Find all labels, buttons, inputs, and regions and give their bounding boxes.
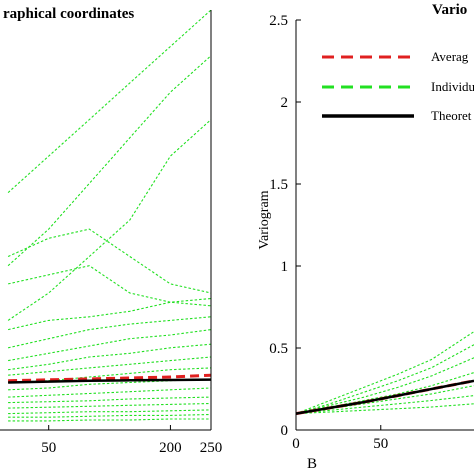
left-series-line-12 bbox=[8, 387, 212, 398]
right-y-tick-label: 1 bbox=[281, 259, 289, 275]
right-series-group bbox=[295, 331, 474, 416]
right-y-tick-label: 2.5 bbox=[269, 13, 288, 29]
right-series-line-5 bbox=[295, 395, 474, 415]
left-series-line-5 bbox=[7, 301, 212, 331]
right-x-ticks: 0 50 bbox=[292, 425, 388, 452]
legend-theoretical-label: Theoret bbox=[431, 108, 472, 123]
right-x-tick-label: 50 bbox=[373, 436, 388, 452]
left-chart-title: raphical coordinates bbox=[3, 6, 134, 22]
left-series-line-3 bbox=[7, 228, 212, 294]
right-y-ticks: 0 0.5 1 1.5 2 2.5 bbox=[269, 13, 301, 439]
legend-individual-label: Individu bbox=[431, 79, 474, 94]
left-series-line-9 bbox=[8, 356, 212, 376]
right-y-tick-label: 2 bbox=[281, 95, 289, 111]
right-y-tick-label: 0.5 bbox=[269, 341, 288, 357]
left-series-line-7 bbox=[8, 329, 212, 362]
left-series-group bbox=[7, 9, 212, 422]
left-series-line-1 bbox=[7, 55, 212, 267]
right-series-line-0 bbox=[295, 331, 474, 415]
legend-average-label: Averag bbox=[431, 49, 469, 64]
right-series-line-8 bbox=[295, 379, 474, 415]
right-y-tick-label: 1.5 bbox=[269, 177, 288, 193]
left-x-tick-label: 250 bbox=[200, 440, 223, 456]
left-x-tick-label: 50 bbox=[41, 440, 56, 456]
left-series-line-18 bbox=[8, 373, 212, 383]
right-series-line-6 bbox=[295, 403, 474, 415]
left-x-tick-label: 200 bbox=[159, 440, 182, 456]
left-series-line-6 bbox=[7, 316, 212, 349]
left-series-line-2 bbox=[7, 119, 212, 321]
left-series-line-16 bbox=[8, 413, 212, 418]
left-series-line-17 bbox=[8, 418, 211, 422]
right-x-tick-label: 0 bbox=[292, 436, 300, 452]
legend: Averag Individu Theoret bbox=[322, 49, 474, 123]
right-x-axis-label: B bbox=[307, 456, 317, 472]
right-series-line-1 bbox=[295, 344, 474, 415]
left-series-line-11 bbox=[8, 378, 212, 391]
right-y-axis-label: Variogram bbox=[257, 190, 272, 249]
left-series-line-14 bbox=[8, 402, 212, 409]
left-series-line-0 bbox=[7, 9, 212, 194]
left-series-line-15 bbox=[8, 409, 212, 415]
right-y-tick-label: 0 bbox=[281, 423, 289, 439]
left-series-line-4 bbox=[7, 265, 212, 303]
left-series-line-8 bbox=[8, 343, 212, 371]
right-plot-panel: 0 0.5 1 1.5 2 2.5 0 50 Vario Variogram B Avera… bbox=[257, 2, 474, 472]
left-series-line-13 bbox=[8, 396, 212, 404]
left-plot-panel: 50 200 250 raphical coordinates bbox=[0, 6, 222, 456]
left-series-line-19 bbox=[8, 378, 212, 384]
right-series-line-2 bbox=[295, 357, 474, 415]
left-x-ticks: 50 200 250 bbox=[41, 425, 222, 456]
right-chart-title: Vario bbox=[432, 2, 467, 18]
